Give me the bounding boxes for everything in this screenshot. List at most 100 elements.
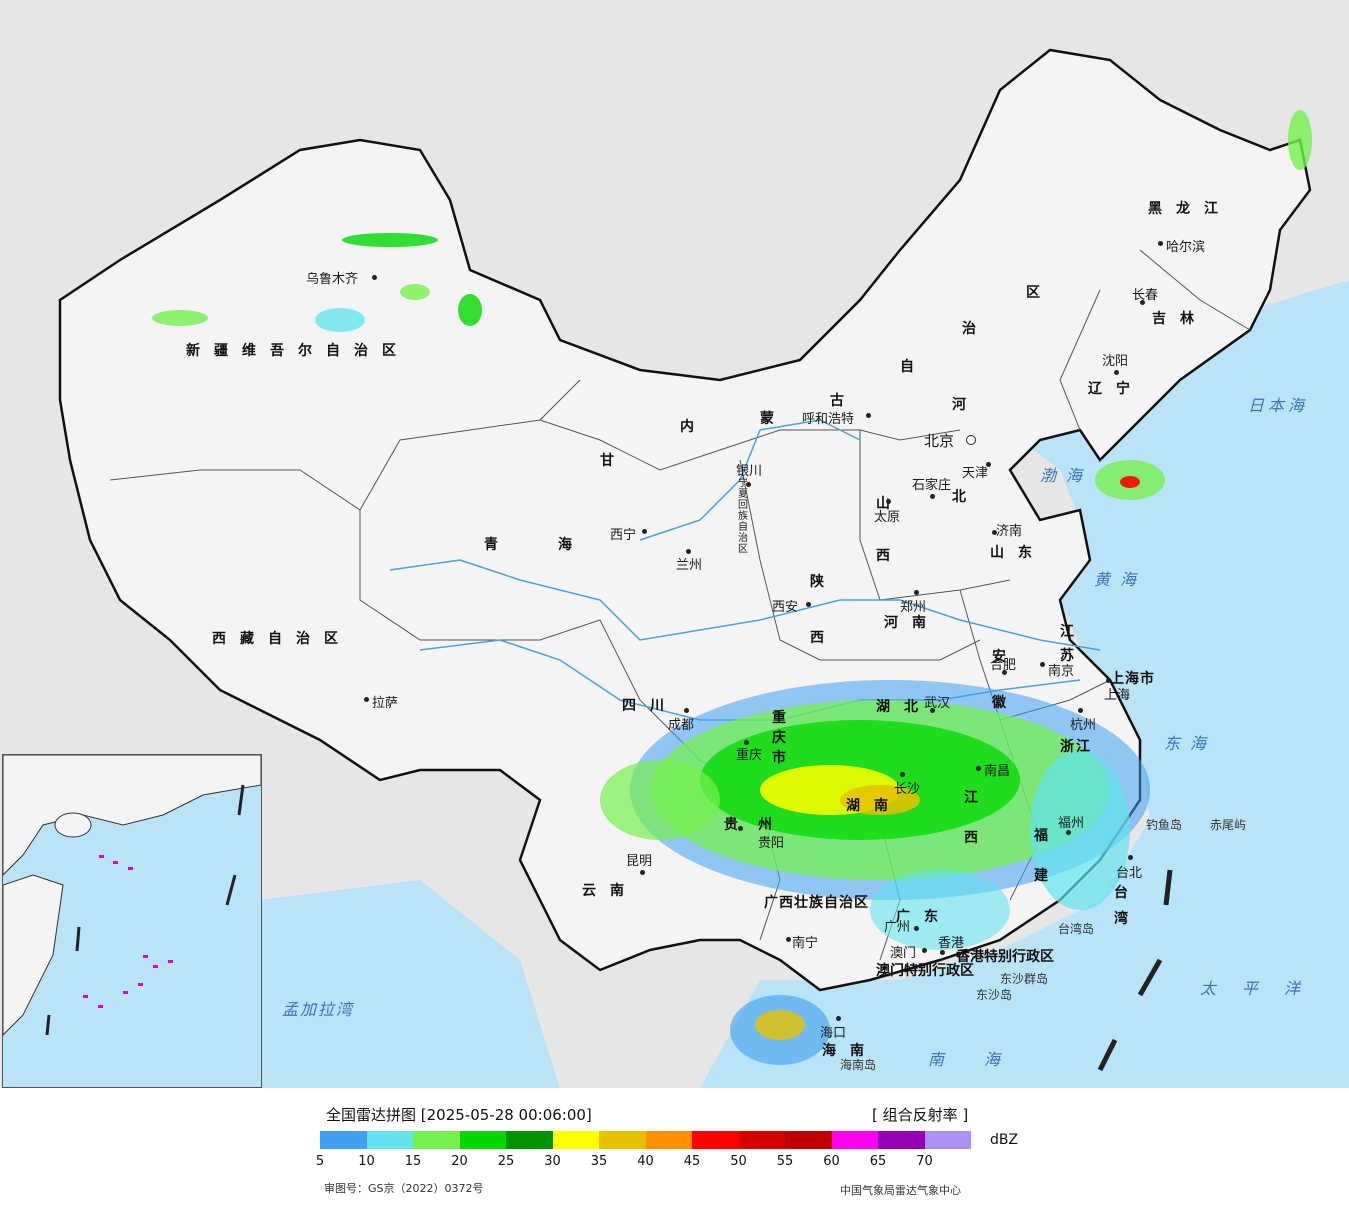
- city-label: 西安: [772, 600, 799, 615]
- province-label: 山西: [876, 496, 890, 564]
- city-label: 澳门: [890, 946, 917, 961]
- tick-label: 40: [637, 1154, 654, 1169]
- province-label: 西藏自治区: [212, 631, 352, 647]
- capital-marker: [966, 435, 976, 445]
- inset-canvas: [3, 755, 261, 1036]
- city-label: 北京: [924, 432, 955, 450]
- color-swatch: [831, 1131, 878, 1149]
- city-label: 杭州: [1070, 718, 1097, 733]
- unit-label: dBZ: [990, 1132, 1019, 1148]
- province-label: 海: [558, 537, 586, 553]
- city-dot: [992, 530, 997, 535]
- south-china-sea-inset: [2, 754, 262, 1088]
- city-dot: [1106, 678, 1111, 683]
- island-label: 钓鱼岛: [1146, 818, 1183, 832]
- tick-label: 55: [776, 1154, 794, 1169]
- tick-label: 10: [358, 1154, 375, 1169]
- province-label: 湖南: [846, 798, 902, 814]
- city-label: 长春: [1132, 288, 1159, 303]
- city-label: 石家庄: [912, 478, 952, 493]
- province-label: 广西壮族自治区: [764, 895, 869, 911]
- city-dot: [686, 549, 691, 554]
- province-label: 福建: [1034, 828, 1048, 884]
- province-label: 山东: [990, 545, 1046, 561]
- color-scale-bar: [320, 1131, 971, 1149]
- city-label: 南宁: [792, 936, 819, 951]
- tick-label: 50: [730, 1154, 747, 1169]
- city-label: 郑州: [900, 600, 927, 615]
- city-dot: [1114, 370, 1119, 375]
- sea-label: 东海: [1164, 734, 1217, 753]
- province-label: 湖北: [876, 699, 932, 715]
- city-label: 天津: [962, 466, 989, 481]
- city-dot: [930, 494, 935, 499]
- island-label: 海南岛: [840, 1058, 877, 1072]
- city-dot: [922, 948, 927, 953]
- city-dot: [866, 413, 871, 418]
- province-label: 内: [680, 419, 708, 435]
- city-label: 合肥: [990, 658, 1017, 673]
- city-dot: [986, 462, 991, 467]
- province-label: 辽宁: [1088, 381, 1144, 397]
- province-label: 北: [952, 489, 980, 505]
- city-dot: [1140, 300, 1145, 305]
- city-label: 南京: [1048, 664, 1075, 679]
- city-dot: [684, 708, 689, 713]
- island-label: 东沙岛: [976, 988, 1013, 1002]
- color-swatch: [320, 1131, 367, 1149]
- province-label: 陕西: [810, 574, 824, 646]
- color-swatch: [459, 1131, 506, 1149]
- city-dot: [786, 937, 791, 942]
- city-dot: [1078, 708, 1083, 713]
- province-label: 江西: [964, 790, 978, 846]
- city-label: 拉萨: [372, 696, 399, 711]
- city-label: 长沙: [894, 782, 921, 797]
- province-label: 河南: [884, 615, 940, 631]
- sea-label: 日本海: [1248, 396, 1309, 415]
- city-dot: [1002, 670, 1007, 675]
- city-label: 太原: [874, 510, 901, 525]
- island-label: 赤尾屿: [1210, 818, 1247, 832]
- city-dot: [364, 697, 369, 702]
- approval-number: 审图号：GS京（2022）0372号: [324, 1182, 484, 1195]
- island-label: 台湾岛: [1058, 922, 1095, 936]
- city-dot: [642, 529, 647, 534]
- city-dot: [744, 740, 749, 745]
- tick-label: 60: [823, 1154, 840, 1169]
- color-swatch: [738, 1131, 785, 1149]
- color-swatch: [785, 1131, 832, 1149]
- province-label: 青: [484, 537, 512, 553]
- city-dot: [1040, 662, 1045, 667]
- city-label: 成都: [668, 718, 695, 733]
- sea-label: 黄海: [1094, 570, 1147, 589]
- city-dot: [836, 1016, 841, 1021]
- city-dot: [738, 826, 743, 831]
- province-label: 区: [1026, 285, 1054, 301]
- city-label: 上海: [1104, 688, 1131, 703]
- city-label: 贵阳: [758, 836, 785, 851]
- city-dot: [900, 772, 905, 777]
- city-dot: [372, 275, 377, 280]
- city-dot: [806, 602, 811, 607]
- color-swatch: [645, 1131, 692, 1149]
- tick-label: 15: [404, 1154, 422, 1169]
- province-label: 香港特别行政区: [956, 949, 1054, 965]
- tick-label: 5: [315, 1154, 325, 1169]
- legend-panel: 全国雷达拼图 [2025-05-28 00:06:00] [ 组合反射率 ] d…: [0, 1088, 1349, 1208]
- city-label: 乌鲁木齐: [306, 272, 359, 287]
- province-label: 治: [962, 321, 990, 337]
- city-label: 呼和浩特: [802, 412, 855, 427]
- color-swatch: [924, 1131, 971, 1149]
- city-label: 南昌: [984, 764, 1011, 779]
- city-label: 济南: [996, 524, 1023, 539]
- province-label: 甘: [600, 453, 628, 469]
- city-dot: [746, 482, 751, 487]
- city-dot: [914, 590, 919, 595]
- color-swatch: [366, 1131, 413, 1149]
- tick-label: 20: [451, 1154, 468, 1169]
- city-label: 兰州: [676, 558, 703, 573]
- city-label: 福州: [1058, 816, 1085, 831]
- city-dot: [640, 870, 645, 875]
- city-dot: [976, 766, 981, 771]
- city-dot: [930, 708, 935, 713]
